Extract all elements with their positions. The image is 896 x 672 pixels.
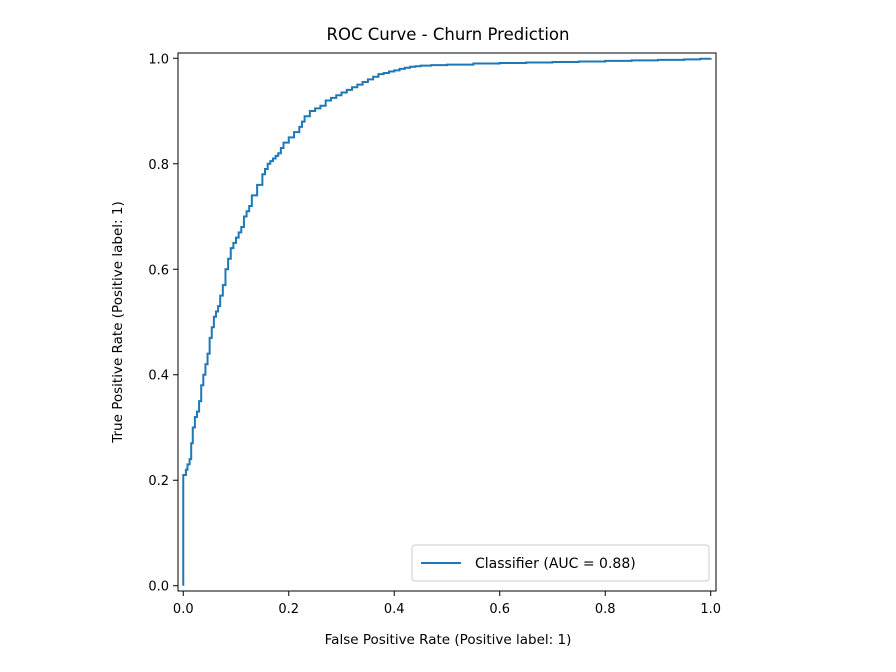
y-tick-label: 0.8 [148, 158, 169, 173]
y-tick-label: 0.6 [148, 263, 169, 278]
x-tick-label: 0.8 [595, 602, 616, 617]
x-tick-label: 0.6 [489, 602, 510, 617]
legend-label: Classifier (AUC = 0.88) [475, 556, 636, 572]
x-tick-label: 0.0 [173, 602, 194, 617]
x-axis-label: False Positive Rate (Positive label: 1) [325, 632, 572, 648]
ticks-layer: 0.0 0.2 0.4 0.6 0.8 1.0 0.0 0.2 0.4 0.6 0.8 1.0 [148, 52, 721, 617]
legend: Classifier (AUC = 0.88) [411, 544, 710, 582]
y-axis-label: True Positive Rate (Positive label: 1) [110, 201, 126, 444]
y-tick-label: 0.2 [148, 474, 169, 489]
chart-title: ROC Curve - Churn Prediction [327, 25, 570, 44]
plot-layer [182, 57, 712, 586]
x-tick-label: 0.4 [384, 602, 405, 617]
y-tick-label: 0.4 [148, 369, 169, 384]
series-line-0 [182, 57, 712, 586]
x-tick-label: 1.0 [700, 602, 721, 617]
y-tick-label: 0.0 [148, 580, 169, 595]
y-tick-label: 1.0 [148, 52, 169, 67]
legend-box [411, 544, 710, 582]
axes-frame [177, 52, 717, 592]
x-tick-label: 0.2 [278, 602, 299, 617]
